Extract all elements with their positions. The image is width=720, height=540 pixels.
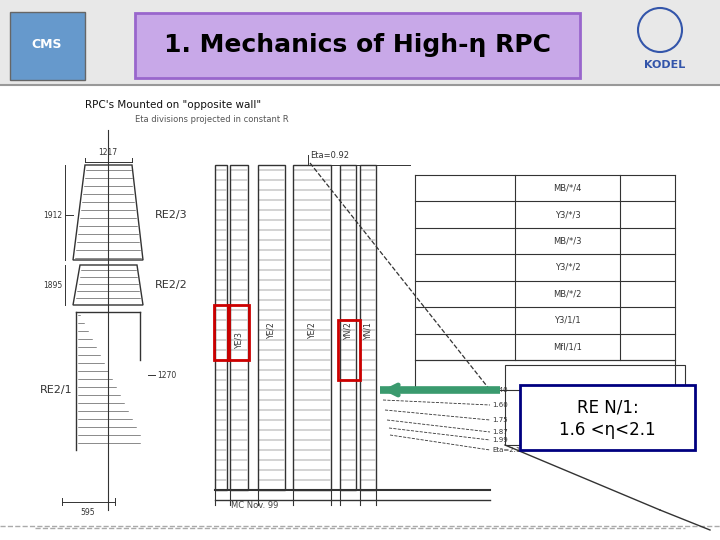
Text: Eta divisions projected in constant R: Eta divisions projected in constant R <box>135 115 289 124</box>
Text: 1.87: 1.87 <box>492 429 508 435</box>
Bar <box>215 165 227 490</box>
Text: MB/*/2: MB/*/2 <box>553 289 582 299</box>
Text: YE/2: YE/2 <box>266 322 276 339</box>
Text: Y3/1/1: Y3/1/1 <box>554 316 581 325</box>
Bar <box>0 85 720 540</box>
Bar <box>520 385 695 450</box>
Bar <box>340 165 356 490</box>
Text: MB/*/3: MB/*/3 <box>553 237 582 246</box>
Text: 1270: 1270 <box>157 370 176 380</box>
Text: RPC's Mounted on "opposite wall": RPC's Mounted on "opposite wall" <box>85 100 261 110</box>
Text: Eta=2.1: Eta=2.1 <box>492 447 521 453</box>
Text: 1.60: 1.60 <box>492 402 508 408</box>
Bar <box>415 360 675 390</box>
Bar <box>135 13 580 78</box>
Bar <box>505 365 685 445</box>
Text: Y3/*/3: Y3/*/3 <box>554 210 580 219</box>
Text: 1217: 1217 <box>99 148 117 157</box>
Text: RE2/2: RE2/2 <box>155 280 188 290</box>
Bar <box>229 305 249 360</box>
Bar <box>258 165 285 490</box>
Text: Eta=0.92: Eta=0.92 <box>310 151 349 159</box>
Text: 1.99: 1.99 <box>492 437 508 443</box>
Text: Y3/*/2: Y3/*/2 <box>554 263 580 272</box>
Text: CRYOSTAT: CRYOSTAT <box>570 395 619 405</box>
Text: 1895: 1895 <box>42 280 62 289</box>
Text: 1.6 <η<2.1: 1.6 <η<2.1 <box>559 421 656 439</box>
Text: 1.75: 1.75 <box>492 417 508 423</box>
Text: 1.40: 1.40 <box>492 387 508 393</box>
Text: KODEL: KODEL <box>644 60 685 70</box>
Text: YN/2: YN/2 <box>343 321 353 339</box>
Bar <box>0 0 720 85</box>
Bar <box>230 165 248 490</box>
Bar <box>360 165 376 490</box>
Text: MB/*/4: MB/*/4 <box>553 184 582 193</box>
Bar <box>293 165 331 490</box>
Text: YE/2: YE/2 <box>307 322 317 339</box>
Text: RE2/3: RE2/3 <box>155 210 188 220</box>
Text: YN/1: YN/1 <box>364 321 372 339</box>
Text: 595: 595 <box>81 508 95 517</box>
Text: Mfl/1/1: Mfl/1/1 <box>553 342 582 352</box>
Text: MC Nov. 99: MC Nov. 99 <box>231 501 279 510</box>
Text: 1. Mechanics of High-η RPC: 1. Mechanics of High-η RPC <box>163 33 551 57</box>
Bar <box>214 305 228 360</box>
Text: YE/3: YE/3 <box>235 332 243 348</box>
Bar <box>338 320 360 380</box>
Text: 1912: 1912 <box>43 211 62 219</box>
Text: RE N/1:: RE N/1: <box>577 398 639 416</box>
FancyBboxPatch shape <box>10 12 85 80</box>
Text: RE2/1: RE2/1 <box>40 385 73 395</box>
Text: CMS: CMS <box>32 38 62 51</box>
